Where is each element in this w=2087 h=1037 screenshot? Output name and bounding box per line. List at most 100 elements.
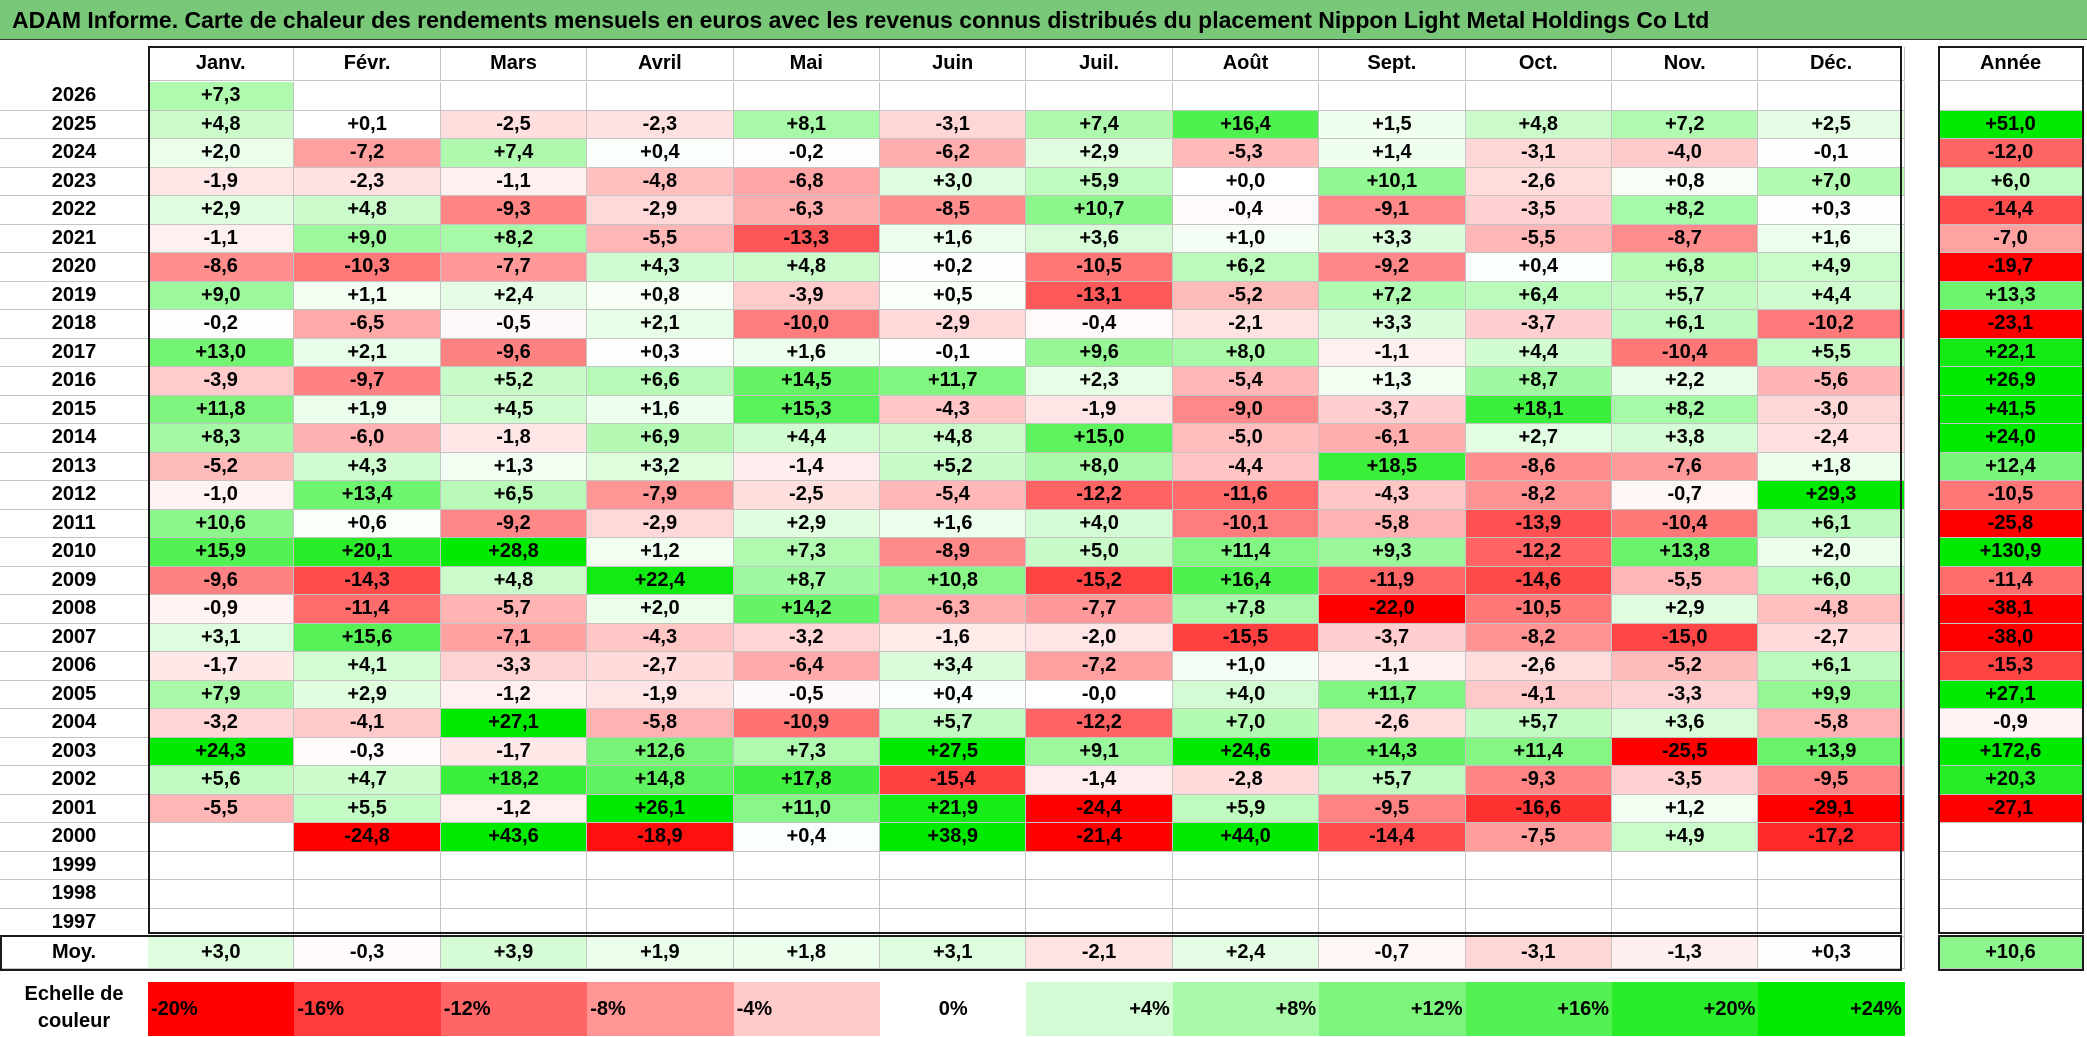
heatmap-cell: -12,2 (1026, 481, 1173, 510)
heatmap-cell: +0,4 (1465, 253, 1612, 282)
color-scale-step: -12% (440, 982, 588, 1036)
heatmap-cell (733, 851, 880, 880)
heatmap-cell: -6,5 (294, 310, 441, 339)
month-header: Nov. (1612, 47, 1759, 81)
heatmap-cell (1026, 851, 1173, 880)
heatmap-cell (733, 908, 880, 937)
heatmap-cell: +5,5 (1758, 338, 1905, 367)
heatmap-cell: -11,6 (1172, 481, 1320, 510)
heatmap-cell (148, 823, 295, 852)
month-header: Juil. (1026, 47, 1173, 81)
annual-cell (1939, 880, 2083, 909)
heatmap-cell: +2,0 (587, 595, 734, 624)
heatmap-cell: +1,4 (1319, 139, 1466, 168)
heatmap-cell (1465, 908, 1612, 937)
heatmap-cell: -3,9 (733, 281, 880, 310)
heatmap-cell: -10,0 (733, 310, 880, 339)
heatmap-cell: +5,7 (1319, 766, 1466, 795)
heatmap-cell: -1,1 (1319, 338, 1466, 367)
heatmap-cell: +0,5 (880, 281, 1027, 310)
heatmap-cell: -1,1 (1319, 652, 1466, 681)
heatmap-cell (587, 908, 734, 937)
heatmap-cell: +1,6 (733, 338, 880, 367)
heatmap-cell: +2,7 (1465, 424, 1612, 453)
heatmap-cell: -24,4 (1026, 794, 1173, 823)
heatmap-cell: +3,0 (880, 167, 1027, 196)
heatmap-cell: +9,6 (1026, 338, 1173, 367)
color-scale-step: +4% (1026, 982, 1173, 1036)
heatmap-cell: -12,2 (1026, 709, 1173, 738)
color-scale-step: +12% (1319, 982, 1466, 1036)
year-label: 2017 (0, 339, 148, 367)
heatmap-cell: -6,1 (1319, 424, 1466, 453)
month-header: Déc. (1758, 47, 1905, 81)
heatmap-cell: +9,0 (294, 224, 441, 253)
heatmap-cell: +11,8 (148, 395, 295, 424)
heatmap-cell: +13,9 (1758, 737, 1905, 766)
heatmap-cell: -1,6 (880, 623, 1027, 652)
heatmap-cell (587, 82, 734, 111)
heatmap-cell (587, 851, 734, 880)
heatmap-cell: +7,9 (148, 680, 295, 709)
year-label: 2004 (0, 709, 148, 738)
heatmap-cell: -1,2 (440, 794, 588, 823)
heatmap-cell: -5,6 (1758, 367, 1905, 396)
heatmap-cell: +2,3 (1026, 367, 1173, 396)
heatmap-cell: -8,2 (1465, 623, 1612, 652)
heatmap-cell: -3,5 (1612, 766, 1759, 795)
heatmap-cell: +4,3 (294, 452, 441, 481)
heatmap-cell: -2,9 (880, 310, 1027, 339)
color-scale-step: +24% (1758, 982, 1905, 1036)
heatmap-cell: +27,5 (880, 737, 1027, 766)
heatmap-cell: -10,1 (1172, 509, 1320, 538)
heatmap-cell: -25,5 (1612, 737, 1759, 766)
heatmap-cell: -24,8 (294, 823, 441, 852)
heatmap-cell: -11,4 (294, 595, 441, 624)
heatmap-cell: -7,7 (440, 253, 588, 282)
heatmap-cell (1319, 908, 1466, 937)
year-label: 2013 (0, 453, 148, 481)
annual-cell: +6,0 (1939, 167, 2083, 196)
month-header: Oct. (1465, 47, 1612, 81)
heatmap-cell (1465, 880, 1612, 909)
heatmap-cell: +3,1 (148, 623, 295, 652)
heatmap-cell (1172, 851, 1320, 880)
heatmap-cell: -5,8 (1319, 509, 1466, 538)
heatmap-cell: +5,9 (1172, 794, 1320, 823)
heatmap-cell: +6,8 (1612, 253, 1759, 282)
heatmap-cell: +8,2 (440, 224, 588, 253)
month-header: Mars (440, 47, 588, 81)
heatmap-cell: +2,1 (587, 310, 734, 339)
heatmap-cell: -6,3 (733, 196, 880, 225)
heatmap-cell: -3,5 (1465, 196, 1612, 225)
annual-cell: -15,3 (1939, 652, 2083, 681)
heatmap-cell: +0,4 (587, 139, 734, 168)
heatmap-cell: -2,6 (1465, 652, 1612, 681)
year-label: 2015 (0, 396, 148, 424)
heatmap-cell: +15,3 (733, 395, 880, 424)
heatmap-cell: +4,4 (733, 424, 880, 453)
year-label: 2009 (0, 567, 148, 595)
heatmap-cell: -1,9 (148, 167, 295, 196)
heatmap-cell: -0,7 (1612, 481, 1759, 510)
heatmap-cell: +0,4 (880, 680, 1027, 709)
year-label: 2021 (0, 225, 148, 253)
heatmap-cell: -4,8 (1758, 595, 1905, 624)
heatmap-cell: +2,0 (148, 139, 295, 168)
heatmap-cell: +5,0 (1026, 538, 1173, 567)
month-header: Août (1172, 47, 1320, 81)
heatmap-cell: -3,2 (733, 623, 880, 652)
heatmap-cell: +7,8 (1172, 595, 1320, 624)
heatmap-cell: -3,1 (1465, 139, 1612, 168)
heatmap-cell: +12,6 (587, 737, 734, 766)
heatmap-cell: +6,2 (1172, 253, 1320, 282)
color-scale-label: Echelle de couleur (24, 983, 124, 1032)
heatmap-cell: -10,3 (294, 253, 441, 282)
heatmap-cell: -18,9 (587, 823, 734, 852)
heatmap-cell: -5,8 (1758, 709, 1905, 738)
month-header: Févr. (294, 47, 441, 81)
color-scale-step: -16% (294, 982, 441, 1036)
annual-cell (1939, 908, 2083, 937)
annual-cell: +26,9 (1939, 367, 2083, 396)
heatmap-cell (1758, 851, 1905, 880)
